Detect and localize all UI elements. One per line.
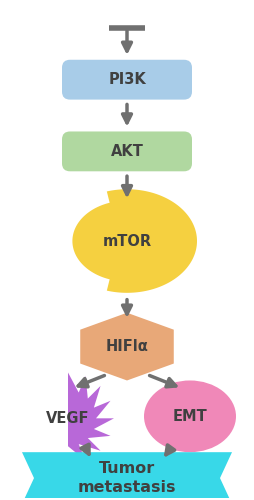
FancyBboxPatch shape	[62, 60, 192, 100]
Polygon shape	[80, 312, 174, 380]
Text: HIFlα: HIFlα	[106, 339, 148, 354]
Text: VEGF: VEGF	[46, 411, 90, 426]
Text: AKT: AKT	[110, 144, 144, 159]
FancyBboxPatch shape	[62, 132, 192, 172]
Text: PI3K: PI3K	[108, 72, 146, 87]
Ellipse shape	[144, 380, 236, 452]
Text: Tumor
metastasis: Tumor metastasis	[78, 460, 176, 496]
Text: mTOR: mTOR	[102, 234, 152, 248]
Polygon shape	[68, 372, 114, 460]
Polygon shape	[72, 189, 197, 293]
Text: EMT: EMT	[173, 409, 207, 424]
Polygon shape	[22, 452, 232, 500]
